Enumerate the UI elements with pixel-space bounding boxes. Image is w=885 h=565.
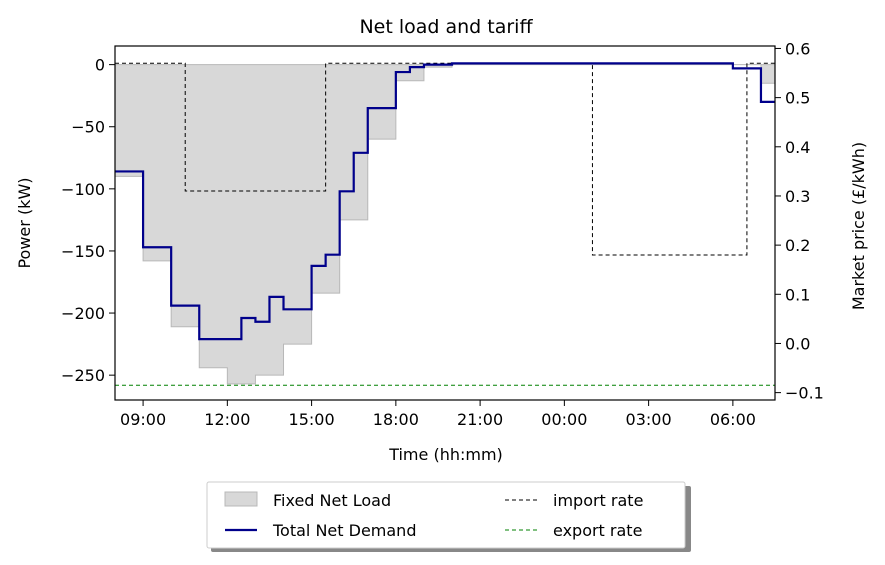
y2-tick-label: −0.1 — [785, 384, 824, 403]
y2-tick-label: 0.5 — [785, 89, 810, 108]
series-total-net-demand-line — [115, 62, 775, 341]
y2-tick-label: 0.1 — [785, 285, 810, 304]
y-axis-label: Power (kW) — [15, 177, 34, 268]
x-tick-label: 18:00 — [373, 410, 419, 429]
x-axis-label: Time (hh:mm) — [388, 445, 503, 464]
y-tick-label: −200 — [61, 304, 105, 323]
y2-tick-label: 0.2 — [785, 236, 810, 255]
y-tick-label: −100 — [61, 180, 105, 199]
x-tick-label: 03:00 — [626, 410, 672, 429]
y-tick-label: 0 — [95, 56, 105, 75]
series-fixed-net-load-area — [114, 64, 776, 385]
x-tick-label: 12:00 — [204, 410, 250, 429]
y-tick-label: −50 — [71, 118, 105, 137]
x-tick-label: 21:00 — [457, 410, 503, 429]
x-tick-label: 09:00 — [120, 410, 166, 429]
legend-label: import rate — [553, 491, 643, 510]
y2-tick-label: 0.0 — [785, 334, 810, 353]
x-tick-label: 06:00 — [710, 410, 756, 429]
y-axis-left: 0 −50 −100 −150 −200 −250 — [61, 56, 115, 385]
x-axis: 09:00 12:00 15:00 18:00 21:00 00:00 03:00 06:00 — [120, 400, 756, 429]
y2-tick-label: 0.4 — [785, 138, 810, 157]
y-tick-label: −250 — [61, 366, 105, 385]
x-tick-label: 15:00 — [289, 410, 335, 429]
chart-title: Net load and tariff — [359, 16, 533, 38]
legend-box — [206, 481, 686, 549]
legend-label: Fixed Net Load — [273, 491, 391, 510]
y-axis-right: 0.6 0.5 0.4 0.3 0.2 0.1 0.0 −0.1 — [775, 39, 824, 403]
plot-frame — [114, 45, 776, 401]
legend: Fixed Net Load Total Net Demand import rat… — [206, 481, 691, 552]
legend-swatch-fixed-net-load — [224, 491, 258, 507]
plot-area — [114, 62, 776, 386]
y2-tick-label: 0.6 — [785, 39, 810, 58]
y2-tick-label: 0.3 — [785, 187, 810, 206]
legend-label: export rate — [553, 521, 642, 540]
x-tick-label: 00:00 — [541, 410, 587, 429]
y2-axis-label: Market price (£/kWh) — [849, 142, 868, 310]
series-import-rate-line — [115, 62, 775, 256]
y-tick-label: −150 — [61, 242, 105, 261]
legend-label: Total Net Demand — [272, 521, 416, 540]
